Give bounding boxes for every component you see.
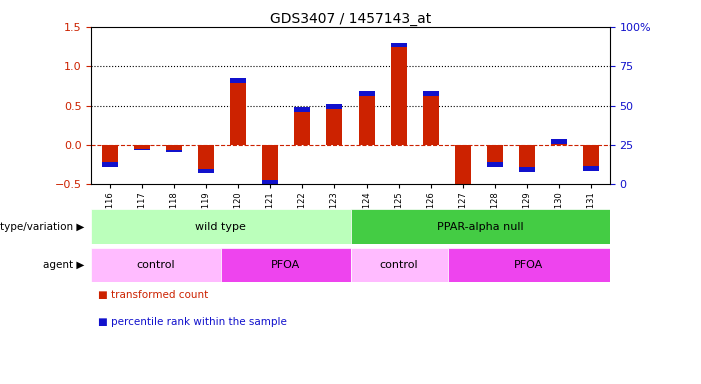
Bar [294, 107, 311, 145]
Bar [166, 145, 182, 151]
Bar [519, 145, 535, 167]
Bar [102, 145, 118, 162]
Bar [390, 43, 407, 47]
Bar [327, 104, 343, 145]
Bar [327, 104, 343, 109]
Bar [454, 184, 470, 189]
Bar [550, 139, 566, 144]
Bar [221, 248, 350, 282]
Bar [350, 209, 610, 244]
Bar [262, 180, 278, 185]
Bar [550, 139, 566, 145]
Bar [486, 145, 503, 162]
Bar [231, 78, 247, 83]
Bar [583, 166, 599, 171]
Text: PFOA: PFOA [271, 260, 300, 270]
Text: PPAR-alpha null: PPAR-alpha null [437, 222, 524, 232]
Text: PFOA: PFOA [515, 260, 543, 270]
Bar [231, 78, 247, 145]
Bar [135, 145, 151, 149]
Text: ■ percentile rank within the sample: ■ percentile rank within the sample [98, 317, 287, 327]
Bar [102, 162, 118, 167]
Bar [486, 162, 503, 167]
Bar [294, 107, 311, 112]
Bar [91, 248, 221, 282]
Bar [448, 248, 610, 282]
Bar [198, 169, 215, 173]
Title: GDS3407 / 1457143_at: GDS3407 / 1457143_at [270, 12, 431, 26]
Bar [135, 149, 151, 151]
Bar [454, 145, 470, 184]
Bar [166, 151, 182, 152]
Text: control: control [137, 260, 175, 270]
Text: agent ▶: agent ▶ [43, 260, 84, 270]
Bar [583, 145, 599, 166]
Bar [519, 167, 535, 172]
Bar [358, 91, 374, 96]
Bar [358, 91, 374, 145]
Bar [262, 145, 278, 180]
Bar [423, 91, 439, 145]
Text: control: control [380, 260, 418, 270]
Text: genotype/variation ▶: genotype/variation ▶ [0, 222, 84, 232]
Bar [198, 145, 215, 169]
Bar [91, 209, 350, 244]
Bar [423, 91, 439, 96]
Text: ■ transformed count: ■ transformed count [98, 290, 208, 300]
Bar [350, 248, 448, 282]
Bar [390, 43, 407, 145]
Text: wild type: wild type [196, 222, 246, 232]
